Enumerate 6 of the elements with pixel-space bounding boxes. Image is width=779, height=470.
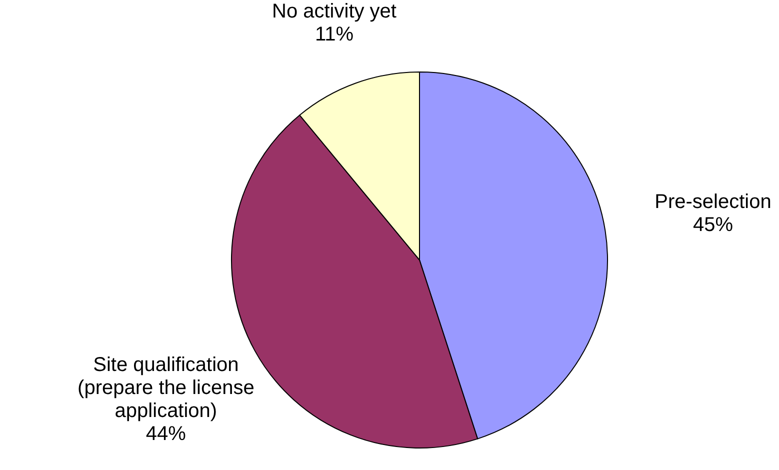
slice-label: Site qualification (prepare the license application): [78, 354, 254, 422]
slice-label: Pre-selection: [654, 191, 772, 214]
data-label: 11%: [314, 24, 354, 46]
data-label: 45%: [692, 214, 734, 236]
data-label: 44%: [146, 422, 186, 445]
slice-label: No activity yet: [272, 0, 397, 23]
